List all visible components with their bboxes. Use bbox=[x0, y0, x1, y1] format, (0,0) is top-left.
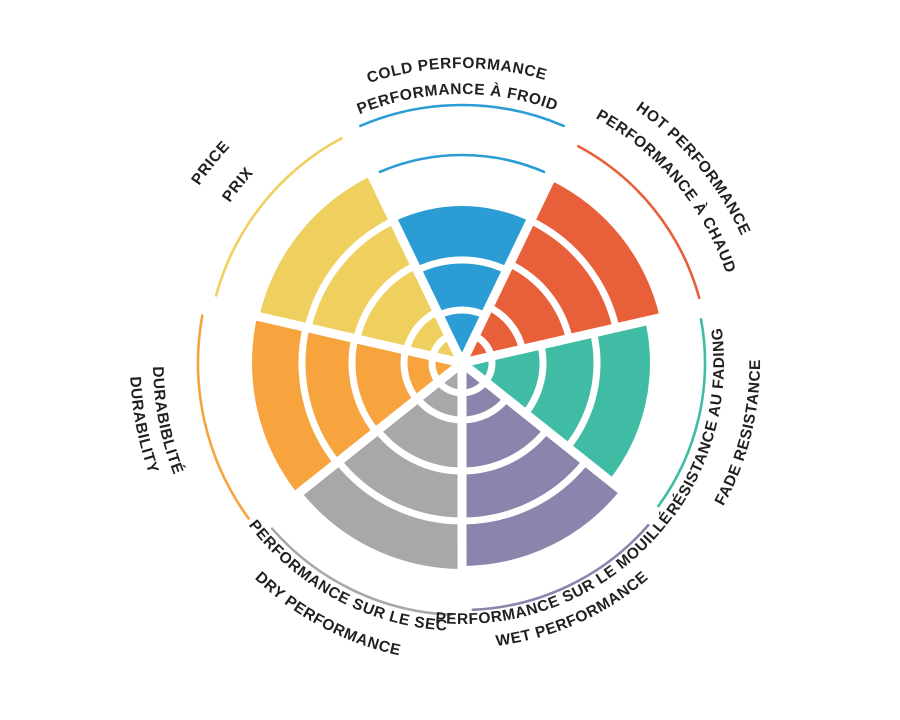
wedge-cold bbox=[393, 206, 531, 363]
separator-line bbox=[251, 310, 464, 368]
ring-cold-2 bbox=[415, 256, 509, 274]
separator-line bbox=[364, 167, 467, 365]
sector-separators-layer bbox=[251, 167, 673, 579]
ring-dry-4 bbox=[335, 459, 463, 525]
decor-arc-price bbox=[214, 137, 343, 297]
ring-wet-4 bbox=[461, 459, 589, 525]
ring-price-4 bbox=[304, 217, 395, 329]
label-cold-line2: PERFORMANCE À FROID bbox=[355, 81, 560, 118]
wedge-fade bbox=[462, 321, 650, 481]
label-textpath-hot-1: HOT PERFORMANCE bbox=[633, 99, 753, 238]
separator-line bbox=[457, 167, 560, 365]
ring-dry-2 bbox=[414, 396, 463, 424]
ring-wet-3 bbox=[461, 428, 550, 475]
decor-arc-fade bbox=[657, 318, 707, 508]
label-textpath-price-1: PRICE bbox=[188, 138, 232, 188]
ring-durability-4 bbox=[298, 326, 340, 465]
ring-hot-3 bbox=[508, 260, 573, 340]
ring-fade-2 bbox=[522, 344, 547, 416]
decor-arc-hot bbox=[577, 144, 701, 300]
decor-arc-dry bbox=[270, 527, 453, 617]
separator-line bbox=[291, 359, 465, 501]
label-textpath-price-2: PRIX bbox=[219, 164, 256, 205]
separator-line bbox=[459, 359, 633, 501]
label-hot-line1: HOT PERFORMANCE bbox=[633, 99, 753, 238]
separator-line bbox=[460, 310, 673, 368]
decor-arc-cold bbox=[359, 103, 565, 128]
ring-fade-3 bbox=[564, 332, 601, 450]
ring-price-3 bbox=[353, 262, 417, 340]
label-textpath-cold-2: PERFORMANCE À FROID bbox=[355, 81, 560, 118]
ring-durability-2 bbox=[400, 349, 420, 402]
decor-arc-wet bbox=[471, 523, 650, 612]
decor-arc-durability bbox=[196, 314, 250, 520]
ring-durability-3 bbox=[348, 337, 379, 434]
ring-hot-4 bbox=[529, 217, 620, 329]
decor-arcs-layer bbox=[196, 103, 707, 617]
ring-price-2 bbox=[403, 308, 439, 352]
ring-hot-2 bbox=[487, 303, 526, 351]
decor-arc-cold-inner bbox=[378, 153, 546, 174]
label-price-line2: PRIX bbox=[219, 164, 257, 205]
label-price-line1: PRICE bbox=[188, 138, 233, 188]
ring-wet-2 bbox=[461, 396, 510, 424]
ring-dry-3 bbox=[374, 428, 463, 475]
